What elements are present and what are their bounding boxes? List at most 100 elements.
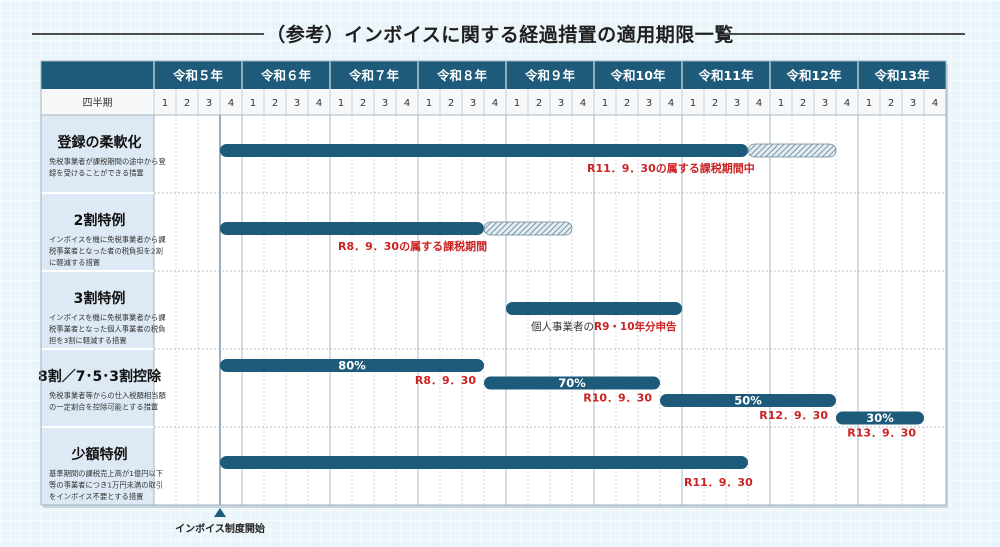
quarter-number-label: 3 xyxy=(910,98,916,109)
year-header-band xyxy=(41,61,946,89)
year-header-label: 令和13年 xyxy=(874,68,930,83)
chart-border xyxy=(40,60,947,506)
measure-description-line: 免税事業者等からの仕入税額相当額 xyxy=(49,391,166,400)
quarter-number-label: 2 xyxy=(624,98,630,109)
measure-description-line: インボイスを機に免税事業者から課 xyxy=(49,313,166,322)
quarter-number-label: 1 xyxy=(514,98,520,109)
year-header-label: 令和10年 xyxy=(610,68,666,83)
quarter-number-label: 4 xyxy=(844,98,850,109)
quarter-number-label: 4 xyxy=(492,98,498,109)
bar-end-date-label: R8．9．30 xyxy=(415,374,476,387)
row-label-column xyxy=(41,115,154,505)
measure-description-line: 担を3割に軽減する措置 xyxy=(49,336,127,345)
quarter-number-label: 2 xyxy=(184,98,190,109)
quarter-number-label: 2 xyxy=(360,98,366,109)
measure-description-line: 録を受けることができる措置 xyxy=(49,169,144,178)
measure-title: 登録の柔軟化 xyxy=(57,134,142,151)
quarter-number-label: 1 xyxy=(338,98,344,109)
period-note: R11．9．30の属する課税期間中 xyxy=(587,161,755,175)
bar-rate-label: 30% xyxy=(866,411,894,425)
schedule-bar xyxy=(660,394,836,407)
quarter-number-label: 1 xyxy=(778,98,784,109)
measure-title: 8割／7･5･3割控除 xyxy=(38,368,162,385)
quarter-number-label: 2 xyxy=(536,98,542,109)
quarter-number-label: 3 xyxy=(558,98,564,109)
measure-description-line: の一定割合を控除可能とする措置 xyxy=(49,403,158,412)
year-header-label: 令和８年 xyxy=(436,68,488,83)
quarter-number-label: 1 xyxy=(426,98,432,109)
measure-title: 2割特例 xyxy=(74,212,126,229)
quarter-number-label: 1 xyxy=(602,98,608,109)
year-header-label: 令和７年 xyxy=(348,68,400,83)
quarter-number-label: 4 xyxy=(404,98,410,109)
quarter-header-label: 四半期 xyxy=(83,96,113,109)
schedule-bar-hatched xyxy=(483,221,573,236)
quarter-number-label: 2 xyxy=(888,98,894,109)
bar-end-date-label: R13．9．30 xyxy=(847,427,916,440)
quarter-number-label: 2 xyxy=(712,98,718,109)
period-note: R8．9．30の属する課税期間 xyxy=(338,239,487,253)
bar-end-date-label: R12．9．30 xyxy=(759,409,828,422)
quarter-number-label: 1 xyxy=(162,98,168,109)
year-header-label: 令和５年 xyxy=(172,68,224,83)
measure-title: 3割特例 xyxy=(74,290,126,307)
measure-description-line: 税事業者となった個人事業者の税負 xyxy=(49,325,166,334)
bar-end-date-label: R10．9．30 xyxy=(583,392,652,405)
measure-description-line: をインボイス不要とする措置 xyxy=(49,492,143,501)
bar-rate-label: 50% xyxy=(734,394,762,408)
quarter-number-label: 4 xyxy=(668,98,674,109)
measure-description-line: 税事業者となった者の税負担を2割 xyxy=(49,247,163,256)
schedule-bar xyxy=(836,411,924,425)
quarter-number-label: 3 xyxy=(646,98,652,109)
quarter-number-label: 4 xyxy=(228,98,234,109)
quarter-number-label: 3 xyxy=(206,98,212,109)
quarter-number-label: 3 xyxy=(382,98,388,109)
quarter-number-label: 1 xyxy=(250,98,256,109)
quarter-number-label: 3 xyxy=(294,98,300,109)
quarter-header-band xyxy=(41,89,946,115)
schedule-bar xyxy=(484,376,660,390)
year-header-label: 令和11年 xyxy=(698,68,754,83)
measure-description-line: インボイスを機に免税事業者から課 xyxy=(49,235,166,244)
quarter-number-label: 4 xyxy=(316,98,322,109)
measure-title: 少額特例 xyxy=(71,446,128,463)
period-note: 個人事業者のR9・10年分申告 xyxy=(531,320,677,333)
measure-description-line: 免税事業者が課税期間の途中から登 xyxy=(49,157,166,166)
schedule-bar xyxy=(220,222,484,235)
schedule-bar xyxy=(506,302,682,315)
quarter-number-label: 3 xyxy=(822,98,828,109)
quarter-number-label: 3 xyxy=(734,98,740,109)
quarter-number-label: 4 xyxy=(932,98,938,109)
period-note: R11．9．30 xyxy=(684,476,753,489)
page-title: （参考）インボイスに関する経過措置の適用期限一覧 xyxy=(266,24,734,46)
quarter-number-label: 2 xyxy=(272,98,278,109)
start-marker-label: インボイス制度開始 xyxy=(175,522,265,535)
start-marker-triangle xyxy=(214,508,226,517)
quarter-number-label: 4 xyxy=(580,98,586,109)
schedule-bar-hatched xyxy=(747,143,837,158)
title-rule-left xyxy=(32,33,264,35)
quarter-number-label: 2 xyxy=(800,98,806,109)
year-header-label: 令和６年 xyxy=(260,68,312,83)
quarter-number-label: 2 xyxy=(448,98,454,109)
title-rule-right xyxy=(725,33,965,35)
title-row: （参考）インボイスに関する経過措置の適用期限一覧 xyxy=(0,18,1000,48)
schedule-bar xyxy=(220,144,748,157)
schedule-bar xyxy=(220,456,748,469)
schedule-bar xyxy=(220,359,484,372)
year-header-label: 令和12年 xyxy=(786,68,842,83)
quarter-number-label: 1 xyxy=(690,98,696,109)
period-note-highlight: R9・10年分申告 xyxy=(594,320,677,333)
measure-description-line: に軽減する措置 xyxy=(49,258,100,267)
year-header-label: 令和９年 xyxy=(524,68,576,83)
chart-panel xyxy=(41,61,946,505)
period-note-prefix: 個人事業者の xyxy=(531,320,594,333)
measure-description-line: 等の事業者につき1万円未満の取引 xyxy=(49,481,163,490)
quarter-number-label: 4 xyxy=(756,98,762,109)
measure-description-line: 基準期間の課税売上高が1億円以下 xyxy=(49,469,163,478)
bar-rate-label: 70% xyxy=(558,376,586,390)
bar-rate-label: 80% xyxy=(338,359,366,373)
quarter-number-label: 1 xyxy=(866,98,872,109)
quarter-number-label: 3 xyxy=(470,98,476,109)
